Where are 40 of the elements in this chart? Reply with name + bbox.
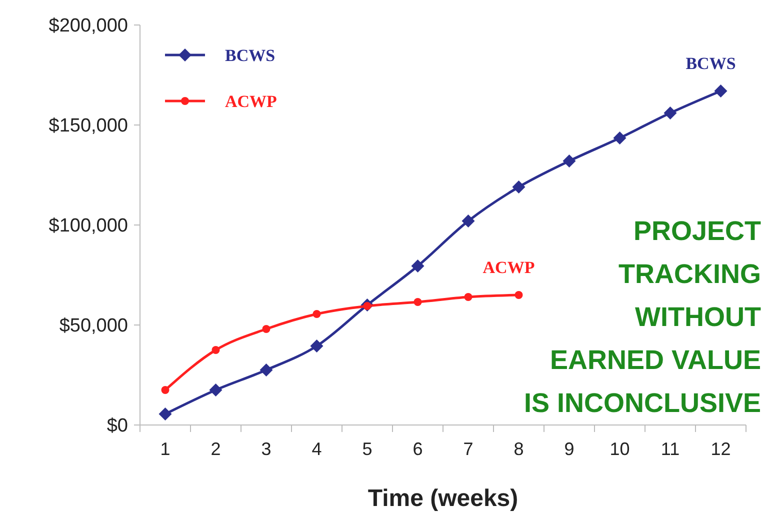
point — [212, 346, 220, 354]
x-tick-label: 10 — [610, 439, 630, 459]
point — [664, 106, 677, 120]
point — [562, 154, 576, 168]
y-tick-label: $50,000 — [59, 316, 128, 337]
point — [158, 408, 172, 420]
legend-label: BCWS — [225, 46, 276, 65]
point — [613, 132, 626, 144]
point — [262, 325, 270, 333]
point — [161, 386, 170, 394]
annotation: ACWP — [482, 258, 535, 277]
x-tick-label: 7 — [463, 439, 474, 459]
point — [260, 364, 273, 376]
point — [312, 310, 321, 318]
point — [464, 293, 472, 301]
x-tick-label: 2 — [210, 439, 221, 459]
x-tick-label: 11 — [660, 439, 680, 459]
point — [414, 298, 422, 306]
x-axis-title: Time (weeks) — [368, 485, 518, 512]
x-tick-label: 12 — [710, 439, 731, 459]
y-tick-label: $200,000 — [48, 16, 128, 37]
point — [512, 180, 526, 194]
point — [411, 260, 424, 272]
point — [462, 214, 475, 228]
x-tick-label: 8 — [514, 439, 524, 459]
y-tick-label: $100,000 — [48, 216, 128, 237]
point — [310, 340, 324, 352]
point — [209, 384, 222, 396]
annotation: BCWS — [686, 54, 736, 73]
y-tick-label: $0 — [106, 416, 128, 437]
x-tick-label: 6 — [412, 439, 423, 459]
x-tick-label: 3 — [261, 439, 272, 459]
point — [714, 84, 728, 98]
x-tick-label: 4 — [312, 439, 322, 459]
x-tick-label: 5 — [362, 439, 372, 459]
legend-label: ACWP — [225, 92, 277, 111]
y-tick-label: $150,000 — [48, 116, 128, 137]
x-tick-label: 1 — [160, 439, 170, 459]
x-tick-label: 9 — [564, 439, 574, 459]
point — [514, 291, 523, 299]
